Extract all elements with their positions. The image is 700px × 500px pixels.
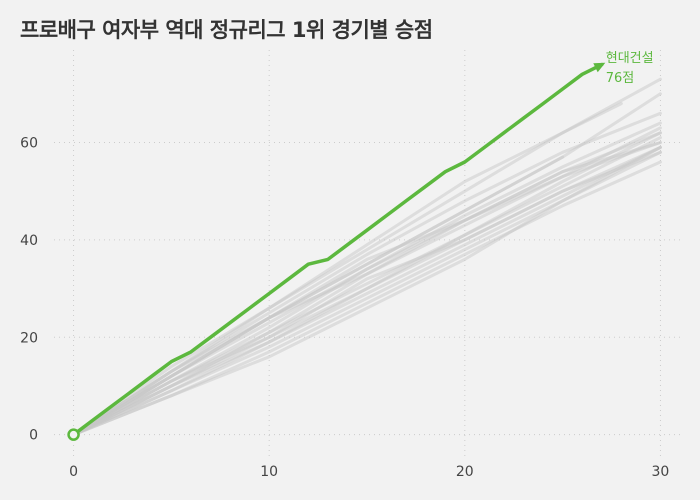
x-tick-label: 30 bbox=[652, 464, 670, 480]
highlight-start-marker bbox=[67, 428, 80, 441]
highlight-series-name: 현대건설 bbox=[606, 51, 654, 66]
x-tick-label: 10 bbox=[260, 464, 278, 480]
background-series-line bbox=[72, 145, 662, 437]
background-series-line bbox=[72, 102, 623, 437]
background-series-line bbox=[72, 145, 662, 437]
x-tick-label: 20 bbox=[456, 464, 474, 480]
chart-title: 프로배구 여자부 역대 정규리그 1위 경기별 승점 bbox=[20, 18, 433, 42]
x-tick-label: 0 bbox=[69, 464, 78, 480]
y-tick-label: 40 bbox=[20, 233, 38, 249]
y-tick-label: 20 bbox=[20, 330, 38, 346]
highlight-end-arrow bbox=[593, 62, 606, 73]
background-series-line bbox=[72, 155, 565, 437]
highlight-series-line bbox=[71, 62, 604, 437]
y-tick-label: 0 bbox=[29, 428, 38, 444]
y-tick-label: 60 bbox=[20, 136, 38, 152]
highlight-series-value: 76점 bbox=[606, 71, 635, 86]
background-series-line bbox=[72, 141, 662, 437]
